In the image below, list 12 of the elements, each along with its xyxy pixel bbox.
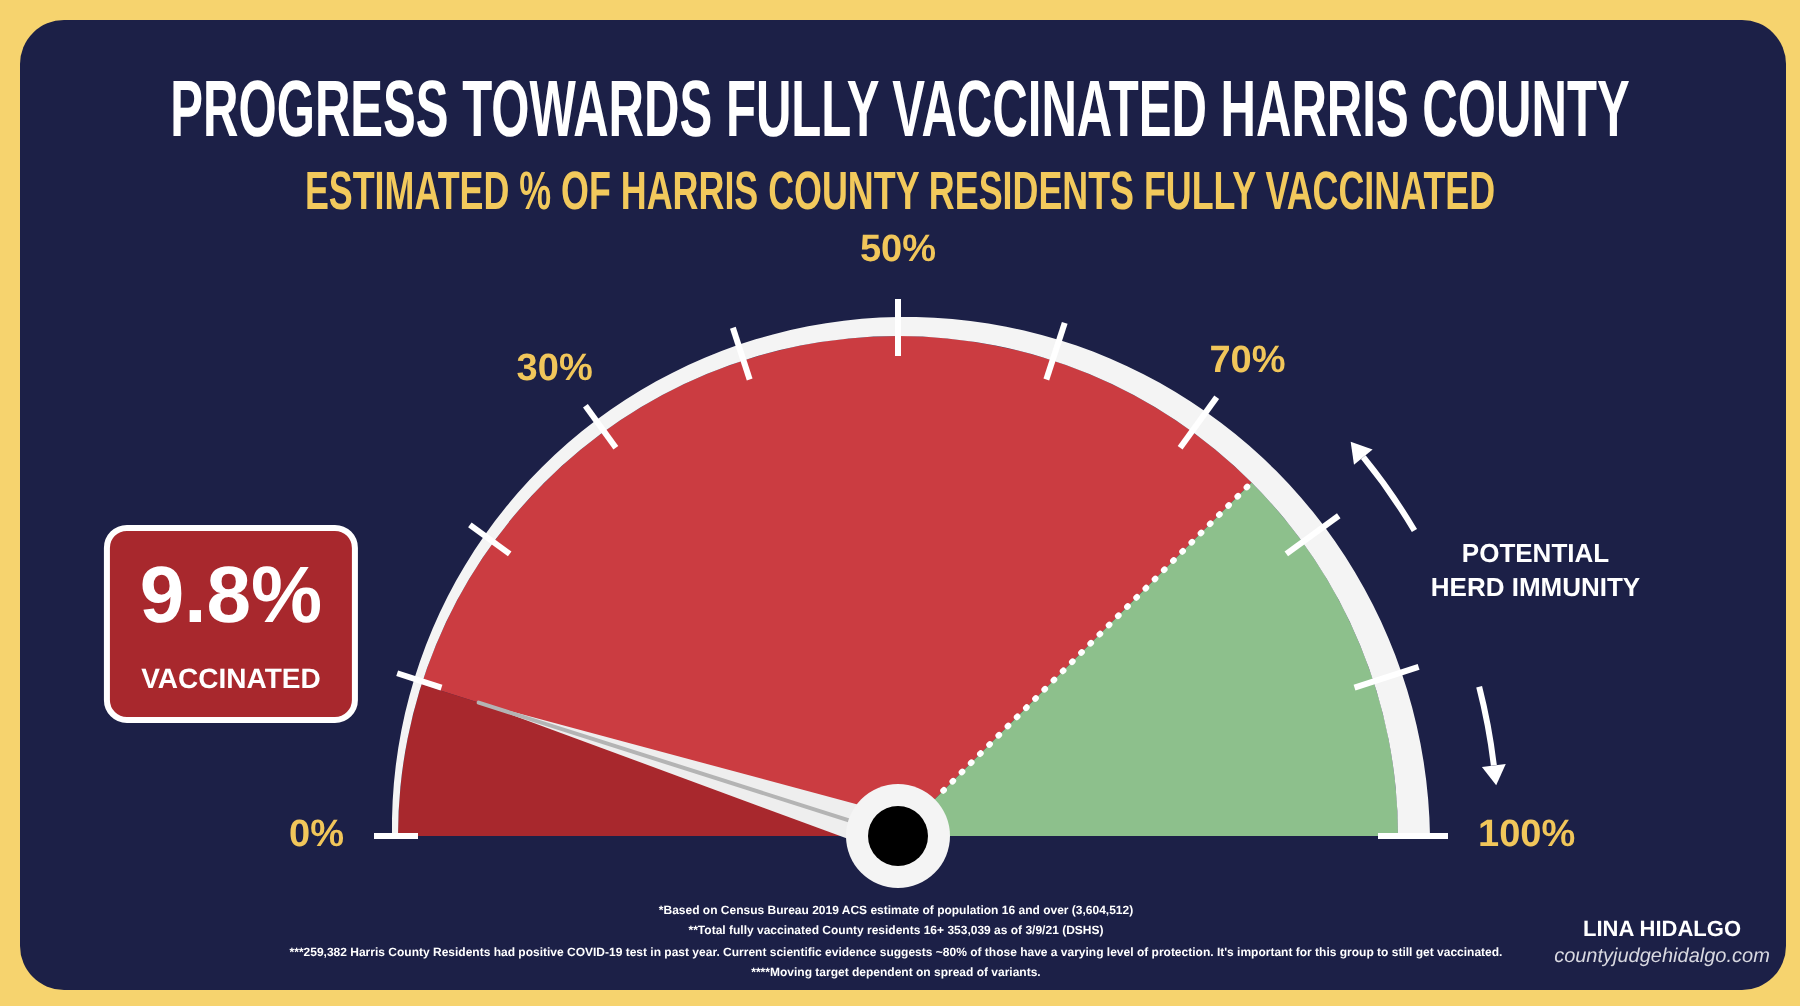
text: LINA HIDALGO <box>1580 916 1744 944</box>
text: countyjudgehidalgo.com <box>1552 944 1772 972</box>
data-label: 9.8% <box>139 551 323 640</box>
text: 30% <box>516 348 593 391</box>
chart-subtitle: ESTIMATED % OF HARRIS COUNTY RESIDENTS FULLY VACCINATED <box>304 160 1496 222</box>
text: 100% <box>1477 814 1576 857</box>
slice-label: VACCINATED <box>141 661 321 694</box>
text: 50% <box>859 229 937 272</box>
text: 70% <box>1209 339 1286 382</box>
slice-label: POTENTIAL HERD IMMUNITY <box>1430 538 1641 603</box>
chart-title: PROGRESS TOWARDS FULLY VACCINATED HARRIS COUNTY <box>170 67 1630 156</box>
text: 0% <box>289 814 345 857</box>
